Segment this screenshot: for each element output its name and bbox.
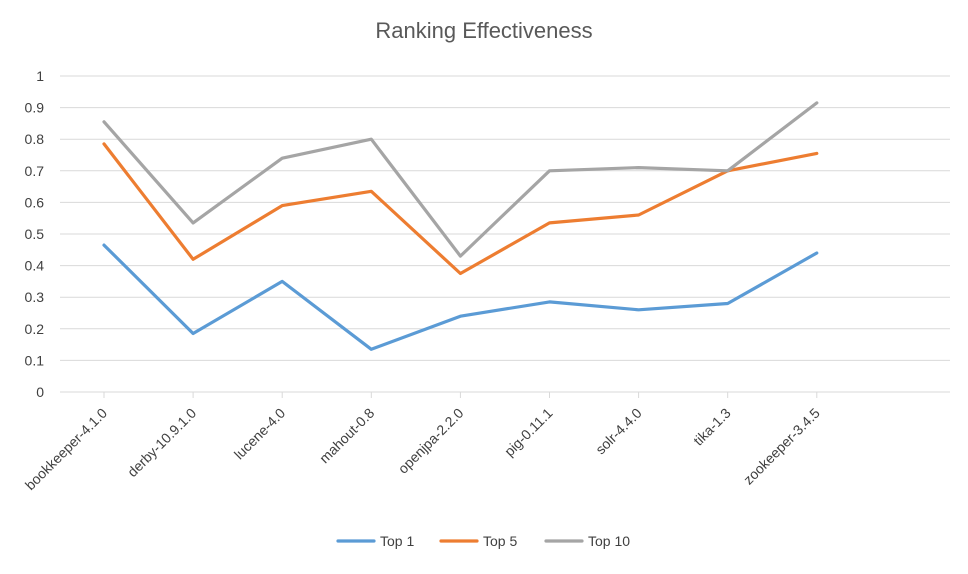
legend-label: Top 1 <box>380 533 414 549</box>
series-line-top-10 <box>102 101 819 258</box>
x-tick-label: tika-1.3 <box>690 405 734 449</box>
y-tick-label: 0.7 <box>25 163 45 179</box>
y-tick-label: 0.3 <box>25 289 45 305</box>
gridlines <box>60 75 950 393</box>
x-tick-label: lucene-4.0 <box>231 405 289 463</box>
y-tick-label: 0.2 <box>25 321 45 337</box>
legend-label: Top 10 <box>588 533 630 549</box>
x-tick-label: solr-4.4.0 <box>592 405 645 458</box>
x-tick-label: pig-0.11.1 <box>501 405 556 460</box>
y-tick-label: 0.5 <box>25 226 45 242</box>
series-line-top-1 <box>102 243 819 351</box>
y-tick-label: 0.4 <box>25 258 45 274</box>
x-tick-label: bookkeeper-4.1.0 <box>22 405 111 494</box>
legend-label: Top 5 <box>483 533 517 549</box>
y-tick-label: 0.8 <box>25 131 45 147</box>
y-axis: 0 0.1 0.2 0.3 0.4 0.5 0.6 0.7 0.8 0.9 1 <box>25 68 45 400</box>
y-tick-label: 1 <box>36 68 44 84</box>
y-tick-label: 0.6 <box>25 194 45 210</box>
x-axis: bookkeeper-4.1.0 derby-10.9.1.0 lucene-4.0… <box>22 392 823 493</box>
chart-title: Ranking Effectiveness <box>375 18 592 43</box>
x-tick-label: derby-10.9.1.0 <box>124 405 199 480</box>
series-lines <box>102 101 819 351</box>
y-tick-label: 0 <box>36 384 44 400</box>
y-tick-label: 0.9 <box>25 100 45 116</box>
x-tick-label: zookeeper-3.4.5 <box>740 405 823 488</box>
legend: Top 1 Top 5 Top 10 <box>336 533 630 549</box>
series-line-top-5 <box>102 142 819 276</box>
y-tick-label: 0.1 <box>25 352 45 368</box>
x-tick-label: mahout-0.8 <box>316 405 378 467</box>
x-tick-label: openjpa-2.2.0 <box>395 405 467 477</box>
